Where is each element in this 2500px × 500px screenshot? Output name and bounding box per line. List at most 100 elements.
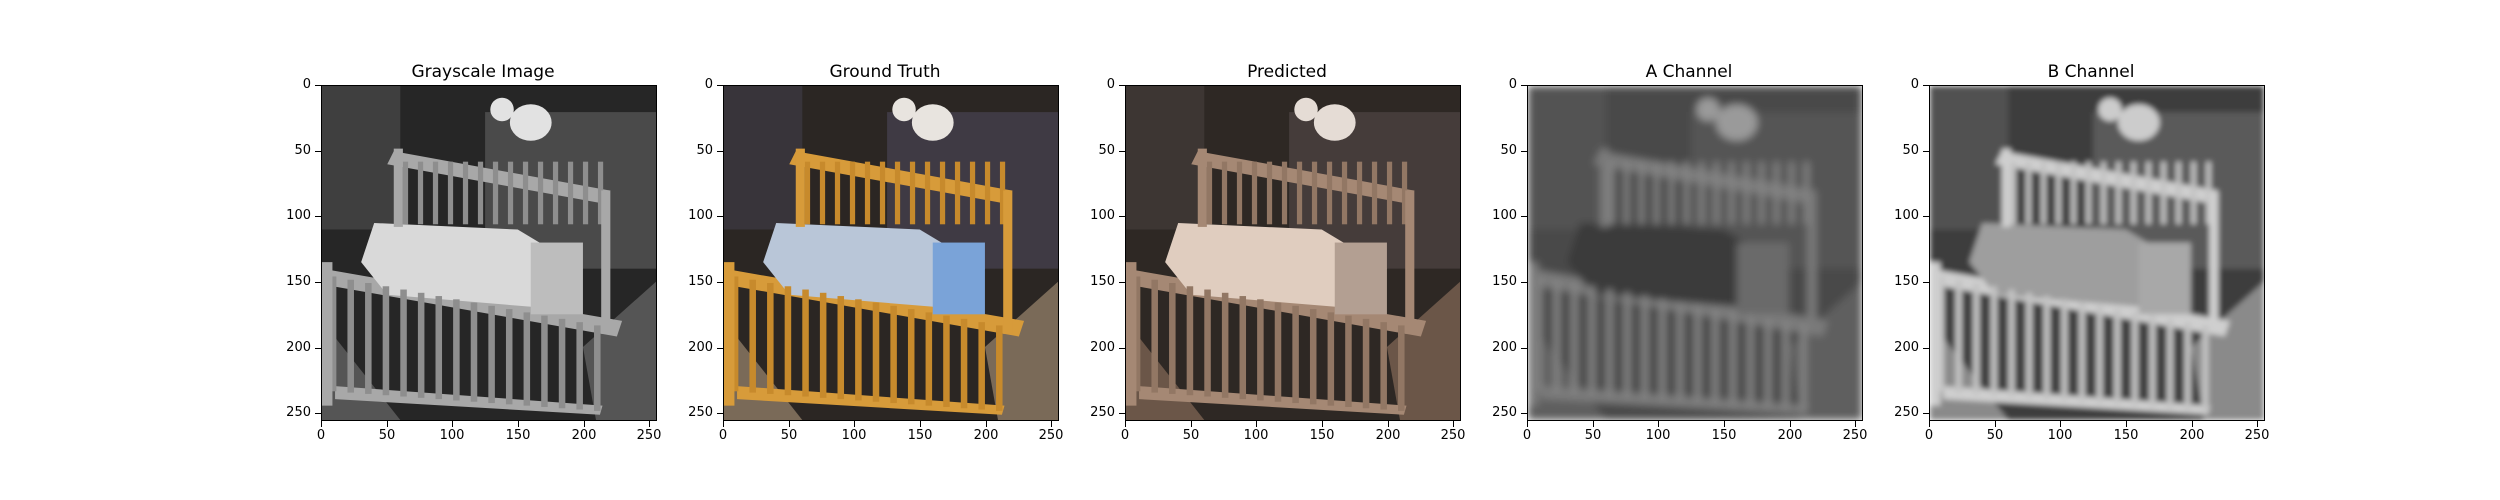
x-tick-label: 150: [2113, 428, 2139, 443]
x-tick-label: 250: [1038, 428, 1064, 443]
subplot-panel: B Channel 0 50 100 150 200 250 0 50 100 150 200 250: [1891, 0, 2291, 500]
image-display: [723, 85, 1059, 421]
y-tick-label: 100: [1492, 208, 1517, 223]
x-tick-label: 200: [1375, 428, 1401, 443]
x-tick-mark: [1322, 421, 1323, 427]
image-display: [321, 85, 657, 421]
x-tick-mark: [1256, 421, 1257, 427]
y-tick-label: 0: [1106, 77, 1115, 92]
y-tick-label: 150: [688, 274, 713, 289]
subplot-title: B Channel: [2047, 62, 2135, 82]
y-tick-mark: [1923, 151, 1929, 152]
y-tick-label: 0: [302, 77, 311, 92]
y-tick-mark: [1521, 216, 1527, 217]
y-tick-label: 200: [1894, 340, 1919, 355]
y-tick-mark: [1521, 413, 1527, 414]
y-tick-label: 200: [1090, 340, 1115, 355]
x-tick-mark: [2060, 421, 2061, 427]
x-tick-mark: [452, 421, 453, 427]
y-tick-label: 50: [294, 143, 311, 158]
x-tick-mark: [1929, 421, 1930, 427]
x-tick-mark: [321, 421, 322, 427]
x-tick-mark: [986, 421, 987, 427]
y-tick-mark: [1923, 413, 1929, 414]
x-tick-label: 200: [1777, 428, 1803, 443]
y-tick-mark: [315, 348, 321, 349]
y-tick-label: 250: [688, 405, 713, 420]
x-tick-label: 100: [1243, 428, 1269, 443]
y-tick-mark: [1119, 151, 1125, 152]
y-tick-label: 50: [1500, 143, 1517, 158]
x-tick-mark: [920, 421, 921, 427]
x-tick-mark: [1527, 421, 1528, 427]
y-tick-label: 100: [286, 208, 311, 223]
x-tick-label: 150: [907, 428, 933, 443]
x-tick-label: 0: [1924, 428, 1934, 443]
y-tick-label: 250: [286, 405, 311, 420]
y-tick-label: 150: [1492, 274, 1517, 289]
y-tick-mark: [315, 216, 321, 217]
subplot-panel: Predicted 0 50 100 150 200 250 0 50 100 150 200 250: [1087, 0, 1487, 500]
y-tick-label: 50: [1098, 143, 1115, 158]
x-tick-mark: [584, 421, 585, 427]
x-tick-label: 200: [2179, 428, 2205, 443]
x-tick-label: 100: [841, 428, 867, 443]
y-tick-label: 150: [286, 274, 311, 289]
x-tick-label: 50: [1986, 428, 2004, 443]
y-tick-label: 100: [1894, 208, 1919, 223]
y-tick-mark: [1521, 282, 1527, 283]
y-tick-label: 50: [1902, 143, 1919, 158]
x-tick-mark: [1658, 421, 1659, 427]
x-tick-mark: [1388, 421, 1389, 427]
y-tick-label: 0: [704, 77, 713, 92]
y-tick-mark: [1119, 348, 1125, 349]
y-tick-mark: [1521, 85, 1527, 86]
subplot-panel: Grayscale Image 0 50 100 150 200 250 0 50 100 150 2…: [283, 0, 683, 500]
x-tick-mark: [789, 421, 790, 427]
x-tick-label: 100: [439, 428, 465, 443]
y-tick-mark: [315, 85, 321, 86]
x-tick-label: 200: [571, 428, 597, 443]
y-tick-mark: [717, 282, 723, 283]
x-tick-mark: [1593, 421, 1594, 427]
y-tick-mark: [1119, 413, 1125, 414]
y-tick-mark: [315, 282, 321, 283]
x-tick-label: 100: [2047, 428, 2073, 443]
x-tick-label: 50: [1584, 428, 1602, 443]
x-tick-mark: [723, 421, 724, 427]
x-tick-label: 0: [1120, 428, 1130, 443]
x-tick-mark: [2257, 421, 2258, 427]
subplot-panel: Ground Truth 0 50 100 150 200 250 0 50 100 150 200 2…: [685, 0, 1085, 500]
x-tick-mark: [518, 421, 519, 427]
x-tick-label: 150: [505, 428, 531, 443]
subplot-title: Ground Truth: [829, 62, 941, 82]
y-tick-mark: [717, 151, 723, 152]
x-tick-label: 250: [1440, 428, 1466, 443]
x-tick-mark: [1191, 421, 1192, 427]
y-tick-label: 200: [1492, 340, 1517, 355]
x-tick-label: 250: [636, 428, 662, 443]
y-tick-mark: [1521, 151, 1527, 152]
x-tick-mark: [1855, 421, 1856, 427]
y-tick-label: 200: [286, 340, 311, 355]
y-tick-label: 100: [688, 208, 713, 223]
y-tick-mark: [1119, 282, 1125, 283]
x-tick-label: 50: [780, 428, 798, 443]
x-tick-label: 50: [1182, 428, 1200, 443]
x-tick-mark: [1995, 421, 1996, 427]
x-tick-mark: [1453, 421, 1454, 427]
y-tick-label: 150: [1894, 274, 1919, 289]
y-tick-label: 250: [1894, 405, 1919, 420]
subplot-title: Predicted: [1247, 62, 1327, 82]
y-tick-mark: [717, 216, 723, 217]
x-tick-label: 250: [1842, 428, 1868, 443]
subplot-title: Grayscale Image: [411, 62, 555, 82]
y-tick-label: 100: [1090, 208, 1115, 223]
y-tick-mark: [1923, 282, 1929, 283]
y-tick-label: 250: [1492, 405, 1517, 420]
subplot-panel: A Channel 0 50 100 150 200 250 0 50 100 150 200 250: [1489, 0, 1889, 500]
x-tick-mark: [2126, 421, 2127, 427]
x-tick-mark: [2192, 421, 2193, 427]
y-tick-label: 0: [1910, 77, 1919, 92]
x-tick-label: 50: [378, 428, 396, 443]
